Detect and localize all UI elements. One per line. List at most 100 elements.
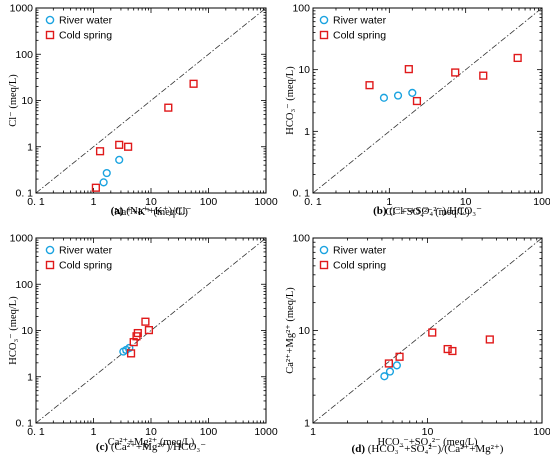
river-water-point — [99, 178, 108, 187]
panel-caption: (d) (HCO₃⁻+SO₄²⁻)/(Ca²⁺+Mg²⁺) — [352, 443, 504, 455]
x-axis-label: Cl⁻+SO₄²⁻ (meq/L) — [385, 207, 470, 218]
x-tick-label: 10 — [460, 196, 472, 208]
legend: River water Cold spring — [45, 245, 113, 272]
legend-label: Cold spring — [333, 260, 386, 272]
y-tick-label: 10 — [298, 325, 310, 337]
cold-spring-point — [124, 142, 133, 151]
legend: River water Cold spring — [45, 15, 113, 42]
y-tick-label: 1000 — [10, 3, 34, 15]
cold-spring-point — [365, 81, 374, 90]
reference-line-1to1 — [312, 7, 543, 194]
legend-marker-square — [45, 260, 55, 270]
y-axis-label: Ca²⁺+Mg²⁺ (meq/L) — [285, 287, 296, 374]
plot-frame — [312, 7, 543, 194]
legend-label: River water — [59, 245, 113, 257]
y-tick-label: 10 — [298, 64, 310, 76]
y-tick-label: 100 — [292, 233, 310, 245]
cold-spring-point — [412, 96, 422, 106]
cold-spring-point — [451, 68, 460, 77]
y-tick-label: 10 — [21, 95, 33, 107]
river-water-point — [393, 91, 403, 100]
river-water-point — [380, 372, 389, 381]
x-tick-label: 100 — [200, 426, 218, 438]
x-tick-label: 0. 1 — [304, 196, 322, 208]
x-tick-label: 10 — [145, 426, 157, 438]
x-tick-label: 0. 1 — [27, 196, 45, 208]
cold-spring-point — [164, 103, 173, 112]
panel-caption-letter: (d) — [352, 443, 366, 455]
legend-label: River water — [333, 245, 387, 257]
x-tick-label: 10 — [422, 426, 434, 438]
panel-caption-letter: (a) — [111, 205, 124, 217]
y-tick-label: 100 — [15, 49, 33, 61]
river-water-point — [125, 343, 134, 353]
cold-spring-point — [115, 140, 124, 149]
y-tick-label: 10 — [21, 325, 33, 337]
y-tick-label: 0. 1 — [15, 188, 33, 200]
river-water-point — [379, 93, 389, 102]
river-water-point — [102, 168, 111, 178]
river-water-point — [385, 367, 395, 376]
cold-spring-point — [384, 359, 393, 368]
y-tick-label: 1 — [27, 141, 33, 153]
x-axis-label: Na⁺+K⁺ (meq/L) — [114, 207, 188, 218]
y-tick-label: 1 — [304, 418, 310, 430]
legend-marker-square — [319, 30, 329, 40]
legend-marker-circle — [319, 15, 329, 25]
panel-caption: (a) (Na⁺+K⁺)/Cl⁻ — [111, 205, 192, 217]
legend-label: Cold spring — [333, 30, 386, 42]
y-tick-label: 1000 — [10, 233, 34, 245]
y-axis-label: HCO₃⁻ (meq/L) — [8, 296, 19, 365]
panel-caption-letter: (c) — [96, 441, 109, 453]
cold-spring-point — [133, 328, 142, 338]
x-tick-label: 100 — [533, 426, 550, 438]
x-tick-label: 1000 — [254, 426, 278, 438]
legend-marker-circle — [45, 15, 55, 25]
legend-marker-circle — [45, 245, 55, 255]
x-axis-label: HCO₃⁻+SO₄²⁻ (meq/L) — [377, 437, 478, 448]
legend-label: Cold spring — [59, 30, 112, 42]
cold-spring-point — [126, 349, 136, 358]
panel-caption-text: (HCO₃⁻+SO₄²⁻)/(Ca²⁺+Mg²⁺) — [365, 443, 504, 455]
cold-spring-point — [95, 147, 105, 156]
x-tick-label: 1 — [386, 196, 392, 208]
legend-label: River water — [333, 15, 387, 27]
cold-spring-point — [144, 326, 154, 335]
panel-d: 1 10 100 1 10 100 HCO₃⁻+SO₄²⁻ (meq/L) Ca²⁺+Mg²⁺… — [285, 233, 550, 456]
reference-line-1to1 — [312, 237, 543, 424]
y-tick-label: 1 — [27, 371, 33, 383]
panel-caption: (c) (Ca²⁺+Mg²⁺)/HCO₃⁻ — [96, 441, 206, 453]
cold-spring-point — [141, 317, 150, 326]
cold-spring-point — [395, 352, 404, 361]
cold-spring-point — [448, 346, 457, 356]
panel-caption-letter: (b) — [373, 205, 387, 217]
y-axis-label: HCO₃⁻ (meq/L) — [285, 66, 296, 135]
legend-marker-square — [45, 30, 55, 40]
panel-caption: (b) (Cl⁻+SO₄²⁻)/HCO₃⁻ — [373, 205, 482, 217]
reference-line-1to1 — [35, 7, 267, 194]
y-tick-label: 0. 1 — [15, 418, 33, 430]
legend: River water Cold spring — [319, 15, 387, 42]
x-tick-label: 1 — [91, 196, 97, 208]
y-tick-label: 1 — [304, 126, 310, 138]
x-tick-label: 1 — [310, 426, 316, 438]
cold-spring-point — [485, 335, 494, 344]
legend-label: River water — [59, 15, 113, 27]
cold-spring-point — [404, 65, 413, 74]
x-axis-label: Ca²⁺+Mg²⁺ (meq/L) — [108, 437, 195, 448]
legend: River water Cold spring — [319, 245, 387, 272]
river-water-point — [408, 88, 417, 97]
x-tick-label: 1 — [91, 426, 97, 438]
cold-spring-point — [189, 79, 198, 88]
cold-spring-point — [91, 183, 100, 192]
panel-b: 0. 1 1 10 100 0. 1 1 10 100 Cl⁻+SO₄²⁻ (meq/L) HCO… — [285, 3, 550, 219]
legend-marker-circle — [319, 245, 329, 255]
panel-a: 0. 1 1 10 100 1000 0. 1 1 10 100 1000 Na⁺+K⁺ (meq/… — [8, 3, 278, 219]
x-tick-label: 0. 1 — [27, 426, 45, 438]
panel-caption-text: (Na⁺+K⁺)/Cl⁻ — [123, 205, 191, 217]
x-tick-label: 100 — [200, 196, 218, 208]
x-tick-label: 1000 — [254, 196, 278, 208]
river-water-point — [392, 361, 401, 370]
x-tick-label: 100 — [533, 196, 550, 208]
legend-marker-square — [319, 260, 329, 270]
